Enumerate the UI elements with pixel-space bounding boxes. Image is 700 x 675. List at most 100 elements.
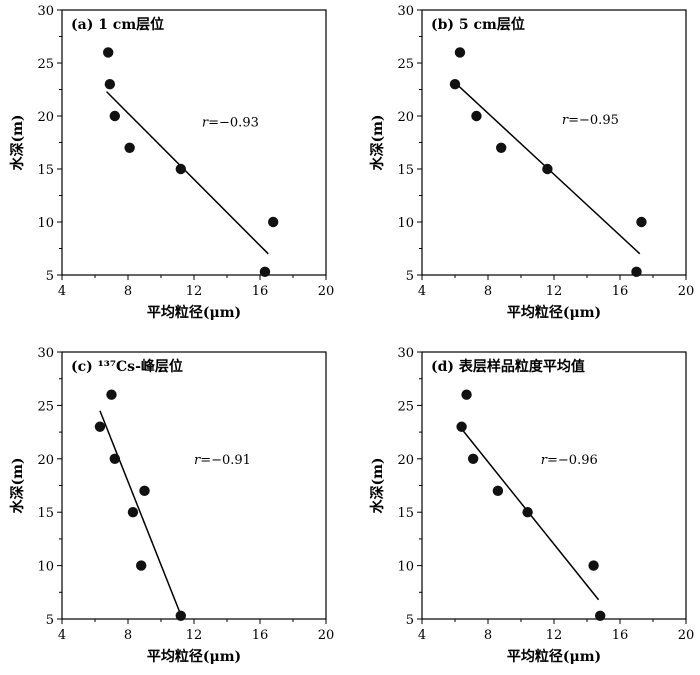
x-tick-label: 16 (612, 284, 629, 299)
x-tick-label: 4 (58, 284, 66, 299)
y-tick-label: 30 (397, 4, 414, 19)
y-tick-label: 25 (37, 57, 54, 72)
data-point (636, 216, 647, 228)
y-tick-label: 30 (37, 4, 54, 19)
x-axis-label: 平均粒径(μm) (147, 304, 241, 321)
y-tick-label: 20 (397, 110, 414, 125)
correlation-annotation: r=−0.93 (202, 116, 259, 131)
x-tick-label: 8 (124, 628, 132, 643)
correlation-annotation: r=−0.91 (194, 453, 251, 468)
x-tick-label: 12 (546, 284, 563, 299)
plot-frame (421, 351, 687, 620)
x-tick-label: 16 (252, 284, 269, 299)
y-tick-label: 20 (37, 110, 54, 125)
data-point (449, 79, 461, 90)
correlation-value: =−0.96 (547, 453, 598, 468)
data-point (631, 266, 642, 278)
data-point (124, 142, 135, 153)
x-axis-label: 平均粒径(μm) (147, 648, 241, 665)
plot-frame (61, 351, 327, 620)
y-tick-label: 15 (397, 506, 414, 521)
y-tick-label: 5 (406, 613, 414, 628)
data-point (139, 485, 150, 497)
x-tick-label: 20 (678, 284, 695, 299)
correlation-value: =−0.93 (208, 116, 259, 131)
data-point (522, 507, 533, 518)
y-tick-label: 15 (37, 506, 54, 521)
panel-title: (d) 表层样品粒度平均值 (431, 358, 585, 375)
x-tick-label: 4 (418, 628, 426, 643)
x-tick-label: 8 (124, 284, 132, 299)
y-tick-label: 15 (397, 163, 414, 178)
y-tick-label: 25 (397, 57, 414, 72)
data-point (268, 216, 279, 228)
data-point (127, 507, 139, 518)
correlation-value: =−0.91 (200, 453, 251, 468)
correlation-symbol: r (202, 116, 209, 131)
correlation-annotation: r=−0.95 (562, 113, 619, 128)
x-tick-label: 12 (186, 284, 203, 299)
y-tick-label: 20 (397, 453, 414, 468)
data-point (456, 421, 467, 432)
data-point (106, 389, 117, 400)
y-tick-label: 5 (46, 269, 54, 284)
y-tick-label: 5 (46, 613, 54, 628)
x-tick-label: 20 (318, 628, 335, 643)
y-axis-label: 水深(m) (9, 457, 26, 513)
data-point (454, 47, 466, 58)
y-tick-label: 10 (37, 560, 54, 575)
correlation-symbol: r (541, 453, 548, 468)
correlation-annotation: r=−0.96 (541, 453, 598, 468)
y-tick-label: 5 (406, 269, 414, 284)
y-tick-label: 30 (37, 346, 54, 361)
data-point (588, 560, 599, 571)
plot-frame (61, 9, 327, 276)
data-point (595, 610, 606, 621)
y-tick-label: 10 (397, 216, 414, 231)
y-tick-label: 25 (37, 399, 54, 414)
data-point (467, 453, 479, 464)
y-tick-label: 15 (37, 163, 54, 178)
data-point (104, 79, 116, 90)
trendline (99, 410, 184, 620)
correlation-value: =−0.95 (568, 113, 619, 128)
correlation-symbol: r (194, 453, 201, 468)
trendline (106, 91, 269, 255)
x-tick-label: 8 (484, 284, 492, 299)
x-tick-label: 8 (484, 628, 492, 643)
y-tick-label: 20 (37, 453, 54, 468)
data-point (542, 163, 553, 175)
data-point (94, 421, 106, 432)
x-tick-label: 20 (678, 628, 695, 643)
y-axis-label: 水深(m) (369, 457, 386, 513)
y-axis-label: 水深(m) (9, 114, 26, 170)
data-point (136, 560, 147, 571)
x-tick-label: 12 (186, 628, 203, 643)
data-point (103, 47, 114, 58)
x-tick-label: 12 (546, 628, 563, 643)
x-tick-label: 16 (612, 628, 629, 643)
x-axis-label: 平均粒径(μm) (507, 304, 601, 321)
data-point (461, 389, 472, 400)
x-tick-label: 4 (418, 284, 426, 299)
data-point (496, 142, 507, 153)
y-tick-label: 30 (397, 346, 414, 361)
panel-title: (a) 1 cm层位 (71, 16, 164, 33)
y-tick-label: 25 (397, 399, 414, 414)
data-point (259, 266, 271, 278)
data-point (471, 110, 482, 122)
data-point (109, 453, 121, 464)
x-tick-label: 16 (252, 628, 269, 643)
data-point (175, 163, 186, 175)
data-point (492, 485, 504, 497)
x-axis-label: 平均粒径(μm) (507, 648, 601, 665)
data-point (109, 110, 121, 122)
panel-title: (c) ¹³⁷Cs-峰层位 (71, 358, 183, 375)
y-tick-label: 10 (397, 560, 414, 575)
x-tick-label: 20 (318, 284, 335, 299)
x-tick-label: 4 (58, 628, 66, 643)
y-axis-label: 水深(m) (369, 114, 386, 170)
data-point (175, 610, 186, 621)
